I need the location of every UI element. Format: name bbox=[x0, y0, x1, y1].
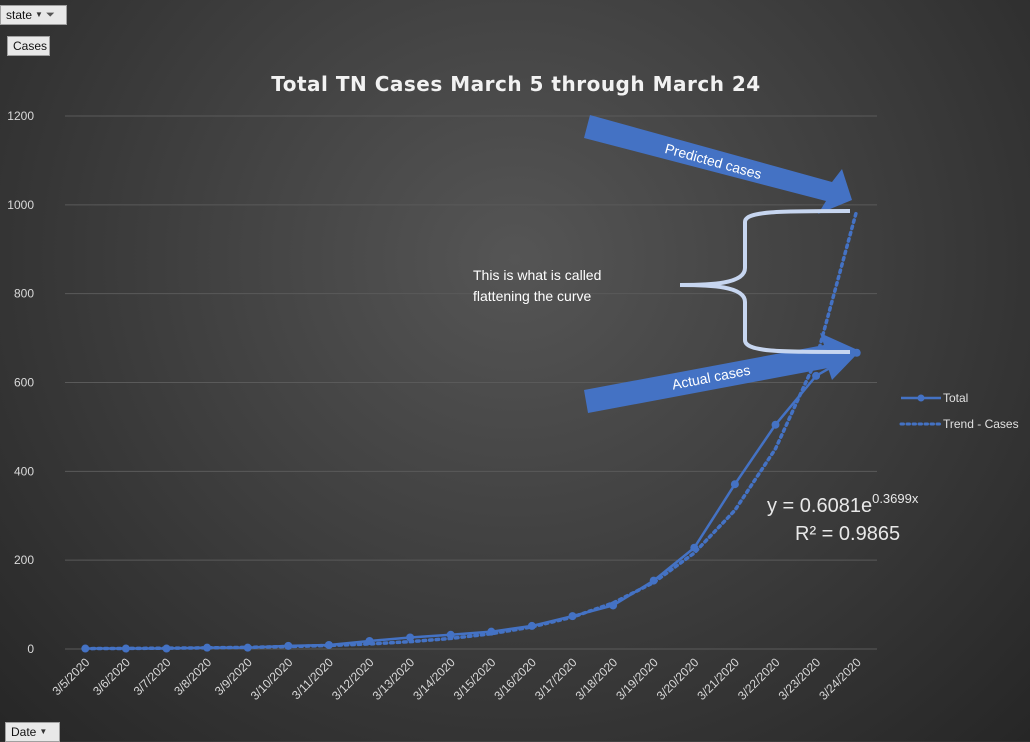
x-tick-label: 3/15/2020 bbox=[451, 655, 499, 703]
series-layer bbox=[81, 208, 861, 653]
x-tick-label: 3/22/2020 bbox=[735, 655, 783, 703]
x-tick-label: 3/5/2020 bbox=[49, 655, 92, 698]
x-tick-label: 3/12/2020 bbox=[329, 655, 377, 703]
total-data-point bbox=[324, 641, 333, 650]
total-data-point bbox=[203, 643, 212, 652]
brace-annotation-line1: This is what is called bbox=[473, 267, 601, 283]
brace-shape bbox=[679, 209, 851, 354]
total-line bbox=[85, 351, 858, 650]
y-tick-label: 200 bbox=[14, 553, 34, 567]
x-tick-label: 3/14/2020 bbox=[410, 655, 458, 703]
y-axis-ticks: 0 200 400 600 800 1000 1200 bbox=[7, 109, 34, 656]
total-data-point bbox=[365, 637, 374, 646]
date-field-label: Date bbox=[11, 725, 37, 739]
total-data-point bbox=[690, 543, 699, 552]
total-data-point bbox=[121, 644, 130, 653]
x-tick-label: 3/7/2020 bbox=[131, 655, 174, 698]
x-tick-label: 3/24/2020 bbox=[816, 655, 864, 703]
trend-equation: y = 0.6081e0.3699x bbox=[767, 491, 919, 517]
y-tick-label: 800 bbox=[14, 287, 34, 301]
filter-funnel-icon: ⏷ bbox=[45, 9, 55, 21]
x-tick-label: 3/19/2020 bbox=[613, 655, 661, 703]
total-data-point bbox=[284, 641, 293, 650]
total-data-point bbox=[771, 420, 780, 429]
x-tick-label: 3/6/2020 bbox=[90, 655, 133, 698]
total-data-point bbox=[609, 601, 618, 610]
total-data-point bbox=[730, 480, 739, 489]
r-squared: R² = 0.9865 bbox=[795, 523, 900, 545]
x-tick-label: 3/8/2020 bbox=[171, 655, 214, 698]
total-data-point bbox=[243, 643, 252, 652]
dropdown-arrow-icon: ▼ bbox=[35, 10, 43, 19]
gridlines bbox=[65, 115, 877, 650]
y-tick-label: 1000 bbox=[7, 198, 34, 212]
dropdown-arrow-icon: ▼ bbox=[39, 727, 48, 736]
y-tick-label: 600 bbox=[14, 376, 34, 390]
state-filter-label: state bbox=[6, 8, 33, 22]
x-tick-label: 3/23/2020 bbox=[776, 655, 824, 703]
legend-total-marker bbox=[917, 394, 925, 402]
state-filter-button[interactable]: state ▼ ⏷ bbox=[0, 5, 67, 25]
cases-field-label: Cases bbox=[13, 39, 48, 53]
chart-title: Total TN Cases March 5 through March 24 bbox=[271, 72, 760, 96]
x-tick-label: 3/13/2020 bbox=[370, 655, 418, 703]
total-data-point bbox=[162, 644, 171, 653]
legend: Total Trend - Cases bbox=[899, 391, 1019, 431]
y-tick-label: 0 bbox=[27, 642, 34, 656]
legend-total-label: Total bbox=[943, 391, 968, 405]
total-data-point bbox=[568, 612, 577, 621]
x-tick-label: 3/17/2020 bbox=[532, 655, 580, 703]
brace-annotation-line2: flattening the curve bbox=[473, 288, 592, 304]
x-tick-label: 3/18/2020 bbox=[573, 655, 621, 703]
predicted-cases-arrow: Predicted cases bbox=[584, 115, 852, 214]
x-tick-label: 3/20/2020 bbox=[654, 655, 702, 703]
y-tick-label: 1200 bbox=[7, 109, 34, 123]
total-data-point bbox=[649, 576, 658, 585]
total-data-point bbox=[527, 621, 536, 630]
legend-trend-label: Trend - Cases bbox=[943, 417, 1019, 431]
x-axis-ticks: 3/5/20203/6/20203/7/20203/8/20203/9/2020… bbox=[49, 655, 864, 703]
y-tick-label: 400 bbox=[14, 464, 34, 478]
total-data-point bbox=[487, 627, 496, 636]
trend-equation-exponent: 0.3699x bbox=[872, 491, 919, 506]
x-tick-label: 3/16/2020 bbox=[491, 655, 539, 703]
total-data-point bbox=[812, 371, 821, 380]
x-tick-label: 3/21/2020 bbox=[694, 655, 742, 703]
cases-field-button[interactable]: Cases bbox=[7, 36, 50, 56]
total-data-point bbox=[446, 630, 455, 639]
x-tick-label: 3/11/2020 bbox=[289, 655, 336, 702]
x-tick-label: 3/10/2020 bbox=[248, 655, 296, 703]
total-data-point bbox=[81, 644, 90, 653]
total-data-point bbox=[406, 633, 415, 642]
trend-equation-base: y = 0.6081e bbox=[767, 495, 872, 517]
